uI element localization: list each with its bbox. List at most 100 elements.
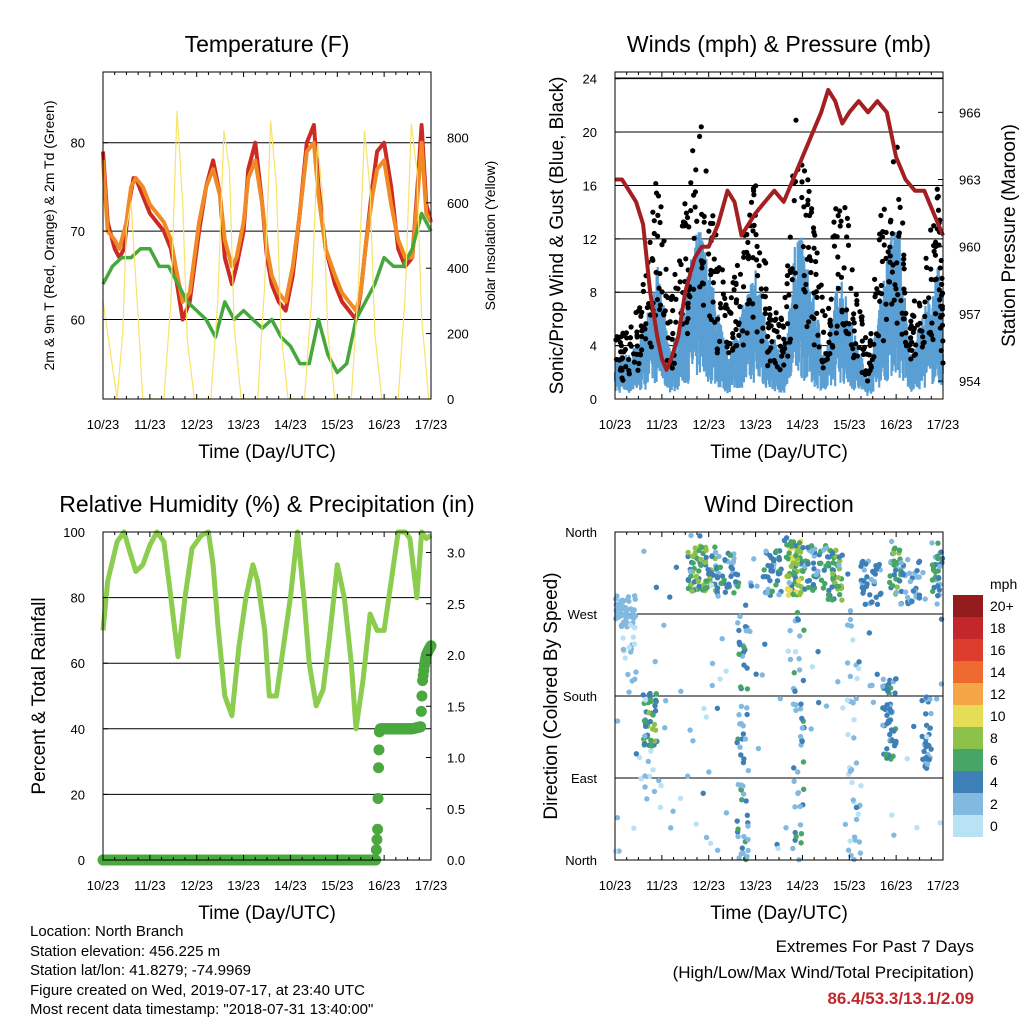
gust-point (842, 205, 848, 211)
direction-point (646, 710, 652, 716)
direction-point (876, 561, 882, 568)
direction-point (820, 547, 827, 553)
gust-point (857, 309, 863, 315)
y-right-tick-label: 957 (959, 307, 981, 322)
gust-point (909, 347, 915, 354)
gust-point (643, 336, 649, 342)
gust-point (643, 321, 649, 327)
colorbar-swatch (953, 705, 983, 727)
direction-point (835, 679, 841, 685)
gust-point (659, 289, 665, 295)
direction-point (904, 756, 910, 762)
gust-point (859, 321, 865, 327)
t9m-line (101, 140, 433, 313)
gust-point (740, 284, 747, 290)
direction-point (718, 580, 724, 587)
direction-point (898, 560, 904, 566)
direction-point (731, 590, 737, 596)
station-info: Location: North Branch Station elevation… (30, 922, 373, 1020)
gust-point (867, 339, 873, 345)
direction-point (698, 562, 704, 569)
direction-point (633, 669, 639, 675)
direction-point (914, 574, 920, 580)
gust-point (824, 356, 830, 362)
gust-point (638, 333, 645, 340)
gust-point (754, 273, 761, 279)
gust-point (839, 309, 845, 315)
direction-point (815, 699, 822, 706)
direction-point (738, 752, 744, 758)
gust-point (902, 339, 909, 346)
gust-point (671, 360, 677, 366)
direction-point (871, 578, 878, 585)
direction-point (642, 697, 649, 703)
direction-point (805, 561, 811, 567)
direction-point (734, 818, 740, 824)
colorbar-swatch (953, 771, 983, 793)
direction-point (696, 568, 702, 574)
gust-point (845, 223, 852, 229)
gust-point (813, 271, 819, 277)
gust-point (838, 218, 844, 224)
direction-point (809, 664, 816, 670)
direction-point (737, 613, 743, 620)
gust-point (883, 255, 889, 261)
gust-point (901, 316, 907, 322)
chart-title: Wind Direction (704, 491, 854, 517)
y-right-axis-label: Station Pressure (Maroon) (999, 124, 1020, 347)
gust-point (874, 286, 880, 292)
gust-point (851, 328, 857, 334)
direction-point (735, 583, 741, 590)
x-tick-label: 13/23 (227, 417, 260, 432)
gust-point (728, 295, 734, 301)
y-tick-label: 70 (71, 224, 85, 239)
gust-point (851, 320, 857, 326)
x-axis-label: Time (Day/UTC) (198, 442, 336, 463)
y-tick-label: 0 (78, 853, 85, 868)
colorbar-swatch (953, 749, 983, 771)
gust-point (928, 266, 934, 272)
gust-point (879, 258, 885, 265)
direction-point (641, 741, 648, 747)
gust-point (699, 265, 705, 271)
direction-point (662, 725, 668, 731)
x-tick-label: 14/23 (274, 878, 307, 893)
direction-point (741, 756, 747, 762)
colorbar-swatch (953, 617, 983, 639)
direction-point (657, 804, 664, 811)
gust-point (928, 227, 934, 233)
gust-point (777, 343, 784, 349)
gust-point (700, 302, 707, 308)
y-axis-label: 2m & 9m T (Red, Orange) & 2m Td (Green) (41, 101, 57, 371)
y-tick-label: 60 (71, 312, 85, 327)
direction-point (652, 703, 658, 709)
gust-point (859, 338, 865, 344)
gust-point (778, 316, 785, 323)
gust-point (920, 334, 926, 340)
direction-point (786, 580, 792, 586)
direction-point (794, 769, 801, 775)
direction-point (626, 644, 632, 651)
direction-point (741, 644, 747, 651)
direction-point (892, 545, 898, 551)
gust-point (787, 267, 793, 274)
direction-point (884, 720, 890, 727)
direction-point (759, 672, 765, 678)
gust-point (678, 261, 684, 268)
direction-point (849, 779, 855, 786)
y-right-tick-label: 1.0 (447, 751, 465, 766)
gust-point (831, 243, 838, 249)
y-right-tick-label: 800 (447, 130, 469, 145)
direction-point (742, 624, 749, 630)
gust-point (623, 364, 629, 370)
gust-point (838, 274, 845, 280)
direction-point (783, 824, 789, 831)
gust-point (638, 313, 644, 319)
gust-point (902, 290, 908, 296)
gust-point (763, 260, 769, 266)
direction-point (645, 758, 652, 765)
direction-point (852, 837, 858, 843)
gust-point (663, 293, 669, 299)
gust-point (866, 352, 872, 358)
gust-point (791, 198, 797, 204)
